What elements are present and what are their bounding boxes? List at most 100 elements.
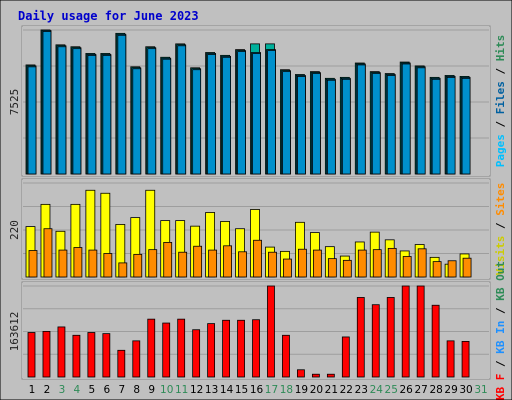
bar-pages-day-20 bbox=[311, 73, 321, 175]
bar-sites-day-19 bbox=[298, 248, 307, 278]
bar-pages-day-28 bbox=[431, 78, 441, 175]
bar-sites-day-27 bbox=[417, 248, 427, 278]
x-tick-label: 26 bbox=[400, 384, 414, 396]
bar-pages-day-13 bbox=[207, 53, 217, 175]
bar-sites-day-6 bbox=[103, 253, 113, 278]
bar-sites-day-4 bbox=[73, 247, 83, 278]
bar-pages-day-26 bbox=[401, 63, 411, 175]
bar-sites-day-9 bbox=[148, 249, 158, 278]
bar-pages-day-2 bbox=[42, 31, 52, 175]
bar-sites-day-26 bbox=[402, 256, 412, 278]
bar-sites-day-30 bbox=[462, 257, 472, 278]
x-tick-label: 9 bbox=[148, 384, 155, 396]
x-tick-label: 4 bbox=[74, 384, 81, 396]
x-tick-label: 16 bbox=[250, 384, 264, 396]
bar-sites-day-29 bbox=[447, 260, 457, 278]
bar-sites-day-7 bbox=[118, 262, 128, 278]
legend-entry: Pages bbox=[494, 134, 507, 167]
bar-sites-day-22 bbox=[342, 259, 352, 278]
bar-sites-day-21 bbox=[327, 258, 337, 278]
x-tick-label: 1 bbox=[29, 384, 36, 396]
bar-kbytes-day-24 bbox=[371, 304, 380, 378]
bar-kbytes-day-1 bbox=[27, 332, 36, 378]
bar-sites-day-17 bbox=[268, 251, 277, 278]
bar-sites-day-13 bbox=[208, 249, 218, 278]
bar-sites-day-8 bbox=[133, 253, 143, 278]
x-tick-label: 14 bbox=[220, 384, 234, 396]
legend-entry: KB F bbox=[494, 374, 507, 400]
x-tick-label: 15 bbox=[235, 384, 248, 396]
bar-kbytes-day-3 bbox=[57, 326, 66, 378]
x-tick-label: 10 bbox=[160, 384, 173, 396]
panel-visits-sites: 220 Visits / Sites bbox=[8, 178, 507, 280]
bar-pages-day-18 bbox=[282, 71, 291, 175]
bar-kbytes-day-28 bbox=[431, 304, 440, 378]
bar-pages-day-22 bbox=[341, 78, 351, 175]
bar-pages-day-29 bbox=[446, 76, 456, 175]
bar-pages-day-11 bbox=[177, 45, 187, 175]
x-tick-label: 18 bbox=[280, 384, 293, 396]
x-tick-label: 27 bbox=[414, 384, 427, 396]
side-legend: Pages / Files / Hits bbox=[494, 35, 507, 168]
bar-sites-day-5 bbox=[88, 249, 98, 278]
bar-kbytes-day-17 bbox=[267, 285, 275, 378]
bar-pages-day-12 bbox=[192, 69, 202, 175]
x-tick-label: 21 bbox=[325, 384, 338, 396]
bar-kbytes-day-25 bbox=[386, 297, 395, 378]
bar-kbytes-day-12 bbox=[192, 329, 201, 378]
bar-sites-day-1 bbox=[28, 250, 38, 278]
bar-kbytes-day-15 bbox=[237, 319, 245, 378]
legend-entry: Files bbox=[494, 81, 507, 114]
bar-kbytes-day-4 bbox=[72, 334, 81, 378]
bar-pages-day-27 bbox=[416, 67, 426, 175]
x-tick-label: 25 bbox=[385, 384, 398, 396]
bar-pages-day-24 bbox=[371, 73, 381, 175]
x-tick-label: 8 bbox=[133, 384, 140, 396]
bar-kbytes-day-23 bbox=[356, 297, 365, 378]
x-tick-label: 11 bbox=[175, 384, 188, 396]
bar-pages-day-5 bbox=[87, 54, 97, 175]
bar-kbytes-day-14 bbox=[222, 319, 230, 378]
legend-entry: Sites bbox=[494, 183, 507, 216]
bar-pages-day-4 bbox=[72, 48, 82, 175]
bar-sites-day-23 bbox=[357, 249, 367, 278]
side-legend: Visits / Sites bbox=[494, 183, 507, 276]
bar-kbytes-day-18 bbox=[282, 334, 290, 378]
bar-pages-day-1 bbox=[27, 66, 37, 175]
bar-kbytes-day-30 bbox=[461, 341, 470, 378]
bar-pages-day-19 bbox=[297, 76, 306, 175]
bar-pages-day-10 bbox=[162, 58, 172, 175]
legend-entry: / bbox=[494, 354, 507, 374]
bar-kbytes-day-13 bbox=[207, 323, 216, 378]
legend-entry: KB Out bbox=[494, 261, 507, 301]
x-tick-label: 2 bbox=[44, 384, 51, 396]
bar-sites-day-3 bbox=[58, 249, 68, 278]
bar-kbytes-day-8 bbox=[132, 340, 141, 378]
bar-pages-day-9 bbox=[147, 48, 157, 175]
bar-pages-day-15 bbox=[237, 51, 246, 175]
bar-kbytes-day-5 bbox=[87, 332, 96, 378]
bar-sites-day-11 bbox=[178, 251, 188, 278]
bar-kbytes-day-26 bbox=[401, 285, 410, 378]
bar-kbytes-day-16 bbox=[252, 319, 260, 378]
bar-kbytes-day-29 bbox=[446, 340, 455, 378]
x-tick-label: 19 bbox=[295, 384, 308, 396]
bar-sites-day-2 bbox=[43, 228, 53, 278]
legend-entry: KB In bbox=[494, 321, 507, 354]
x-tick-label: 23 bbox=[355, 384, 368, 396]
bar-sites-day-16 bbox=[253, 239, 262, 278]
panel-hits-files-pages: 7525 Pages / Files / Hits bbox=[8, 25, 507, 177]
x-tick-label: 13 bbox=[205, 384, 218, 396]
bar-sites-day-28 bbox=[432, 261, 442, 278]
x-axis-ticks: 1 2 3 4 5 6 7 8 9 10 11 12 13 14 15 16 17 18 19 20 21 22 23 24 2… bbox=[29, 384, 488, 396]
side-legend: KB F / KB In / KB Out bbox=[494, 261, 507, 400]
x-tick-label: 5 bbox=[89, 384, 96, 396]
bar-pages-day-25 bbox=[386, 75, 396, 175]
bar-pages-day-16 bbox=[252, 53, 261, 175]
legend-entry: / bbox=[494, 114, 507, 134]
bar-kbytes-day-2 bbox=[42, 330, 51, 378]
bar-kbytes-day-9 bbox=[147, 318, 156, 378]
